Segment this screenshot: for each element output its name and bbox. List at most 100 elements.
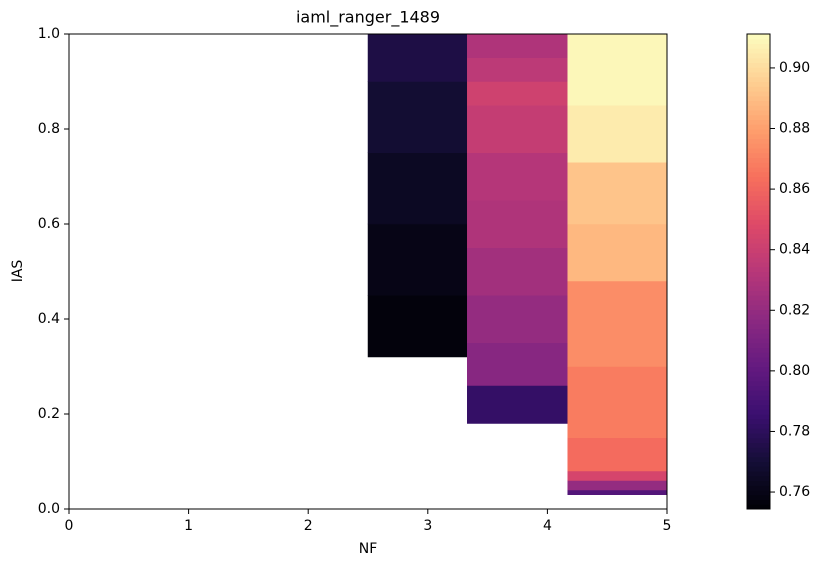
colorbar-step (747, 361, 770, 367)
colorbar-step (747, 461, 770, 467)
colorbar-step (747, 190, 770, 196)
cell (367, 223, 468, 296)
y-tick-label: 0.8 (38, 121, 60, 137)
colorbar-step (747, 57, 770, 63)
colorbar-step (747, 446, 770, 453)
colorbar-step (747, 100, 770, 106)
colorbar-tick-label: 0.78 (779, 423, 810, 439)
x-tick-label: 4 (543, 518, 552, 534)
colorbar-step (747, 299, 770, 306)
cell (367, 33, 468, 82)
colorbar-step (747, 394, 770, 401)
colorbar-step (747, 271, 770, 277)
colorbar-tick-label: 0.76 (779, 484, 810, 500)
colorbar-step (747, 351, 770, 358)
colorbar-step (747, 90, 770, 97)
colorbar-step (747, 47, 770, 54)
colorbar-step (747, 385, 770, 391)
y-tick-label: 0.4 (38, 311, 60, 327)
colorbar-step (747, 218, 770, 225)
colorbar-step (747, 152, 770, 158)
colorbar-step (747, 104, 770, 111)
colorbar-step (747, 399, 770, 405)
colorbar-step (747, 166, 770, 173)
colorbar-step (747, 470, 770, 477)
colorbar-step (747, 214, 770, 220)
colorbar-step (747, 180, 770, 187)
y-axis-label: IAS (10, 260, 26, 283)
colorbar-tick-label: 0.80 (779, 363, 810, 379)
colorbar-step (747, 342, 770, 348)
cells (367, 33, 668, 495)
colorbar-step (747, 119, 770, 125)
colorbar-step (747, 432, 770, 439)
colorbar-step (747, 161, 770, 168)
colorbar-step (747, 237, 770, 244)
colorbar-step (747, 465, 770, 472)
colorbar-step (747, 337, 770, 344)
colorbar-frame (746, 33, 771, 510)
colorbar-step (747, 171, 770, 177)
colorbar-step (747, 503, 770, 510)
colorbar-step (747, 76, 770, 82)
cell (467, 342, 568, 386)
colorbar-step (747, 114, 770, 120)
colorbar-step (747, 451, 770, 458)
colorbar-tick-label: 0.84 (779, 242, 810, 258)
colorbar-step (747, 176, 770, 182)
cell (367, 81, 468, 153)
cell (567, 33, 668, 106)
colorbar-step (747, 418, 770, 424)
cell (467, 200, 568, 248)
x-tick-label: 2 (304, 518, 313, 534)
colorbar-tick-label: 0.86 (779, 181, 810, 197)
cell (567, 366, 668, 438)
colorbar-step (747, 389, 770, 396)
colorbar-step (747, 123, 770, 130)
colorbar-step (747, 309, 770, 315)
colorbar-step (747, 423, 770, 429)
colorbar-tick-label: 0.88 (779, 121, 810, 137)
colorbar-step (747, 380, 770, 386)
colorbar-step (747, 318, 770, 325)
cell (367, 295, 468, 358)
colorbar-step (747, 52, 770, 59)
colorbar-step (747, 437, 770, 443)
cell (567, 280, 668, 367)
cell (567, 223, 668, 282)
colorbar-step (747, 95, 770, 101)
colorbar-step (747, 199, 770, 206)
cell (567, 480, 668, 491)
cell (567, 437, 668, 472)
x-axis-label: NF (359, 541, 378, 557)
colorbar-step (747, 261, 770, 268)
colorbar-step (747, 375, 770, 382)
colorbar-step (747, 313, 770, 320)
colorbar-step (747, 404, 770, 410)
cell (567, 470, 668, 481)
colorbar-step (747, 204, 770, 211)
colorbar-step (747, 142, 770, 149)
colorbar-step (747, 109, 770, 116)
colorbar-step (747, 133, 770, 139)
colorbar-step (747, 138, 770, 144)
cell (467, 247, 568, 296)
colorbar-step (747, 294, 770, 301)
colorbar-step (747, 81, 770, 87)
colorbar-tick-label: 0.90 (779, 60, 810, 76)
colorbar-step (747, 290, 770, 296)
cell (567, 162, 668, 225)
cell (467, 57, 568, 82)
colorbar-step (747, 489, 770, 496)
colorbar-step (747, 195, 770, 201)
colorbar-step (747, 427, 770, 434)
y-tick-label: 0.6 (38, 216, 60, 232)
y-tick-label: 1.0 (38, 26, 60, 42)
colorbar-step (747, 147, 770, 154)
colorbar-step (747, 499, 770, 505)
colorbar-step (747, 85, 770, 92)
colorbar-step (747, 484, 770, 491)
x-tick-label: 1 (184, 518, 193, 534)
colorbar-step (747, 366, 770, 372)
